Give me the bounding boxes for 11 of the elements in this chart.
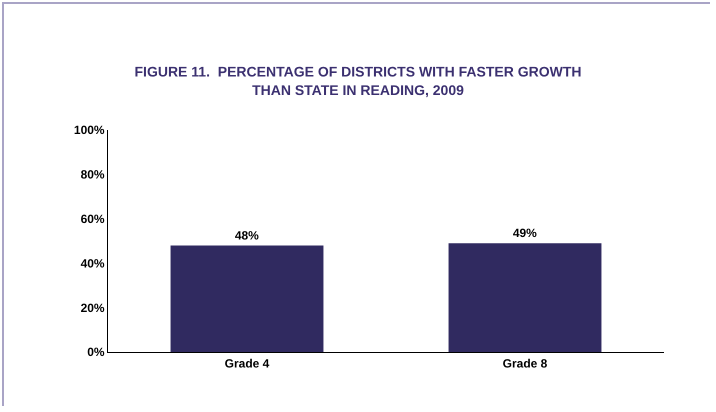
y-tick-label: 100% xyxy=(74,123,105,138)
x-tick-label: Grade 8 xyxy=(502,356,548,370)
y-tick-label: 60% xyxy=(80,212,105,226)
data-label: 49% xyxy=(512,226,538,240)
y-tick-label: 80% xyxy=(80,168,105,182)
y-tick-label: 20% xyxy=(80,300,105,315)
data-label: 48% xyxy=(234,228,260,242)
chart-title: FIGURE 11. PERCENTAGE OF DISTRICTS WITH FASTER GROWTH THAN STATE IN READING, 2009 xyxy=(134,64,582,98)
y-tick-label: 0% xyxy=(87,345,105,360)
x-tick-label: Grade 4 xyxy=(224,356,270,370)
y-tick-label: 40% xyxy=(80,256,105,270)
